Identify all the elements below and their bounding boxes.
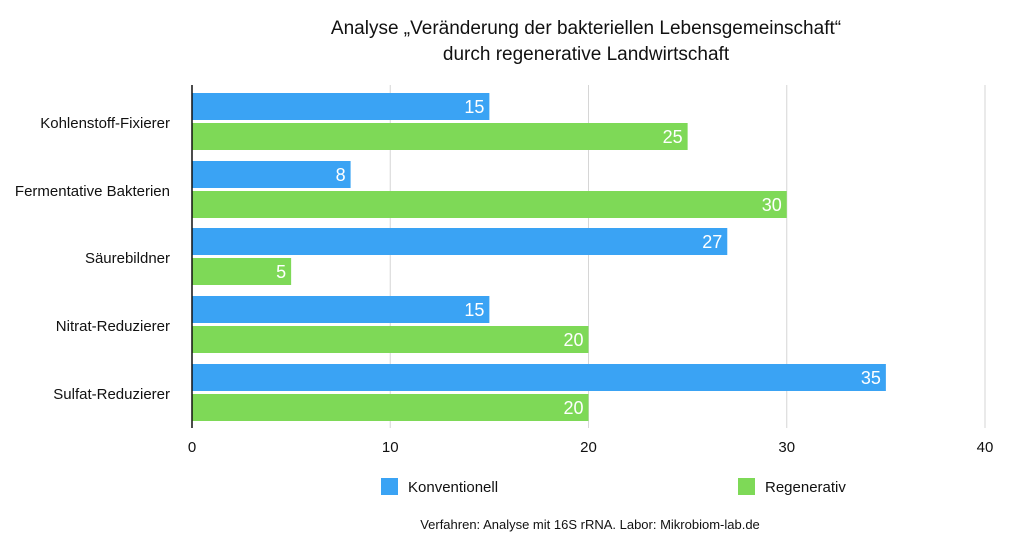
- bar-value-label-1-0: 25: [663, 127, 683, 147]
- bar-konventionell-4: [192, 364, 886, 391]
- bar-value-label-0-2: 27: [702, 232, 722, 252]
- bar-value-labels: 15 25 8 30 27 5 15 20 35 20: [276, 97, 881, 418]
- x-tick-label-40: 40: [977, 439, 994, 456]
- chart-title-line-1: Analyse „Veränderung der bakteriellen Le…: [331, 18, 841, 39]
- bar-konventionell-1: [192, 161, 351, 188]
- bar-regenerativ-4: [192, 394, 589, 421]
- x-tick-label-30: 30: [778, 439, 795, 456]
- chart-title-line-2: durch regenerative Landwirtschaft: [443, 44, 730, 65]
- category-label-4: Sulfat-Reduzierer: [53, 386, 170, 403]
- bar-konventionell-3: [192, 296, 490, 323]
- bar-value-label-0-0: 15: [464, 97, 484, 117]
- category-label-3: Nitrat-Reduzierer: [56, 318, 170, 335]
- bar-value-label-1-3: 20: [563, 330, 583, 350]
- x-tick-label-10: 10: [382, 439, 399, 456]
- bar-value-label-1-2: 5: [276, 262, 286, 282]
- bar-regenerativ-1: [192, 191, 787, 218]
- legend-swatch-1: [738, 478, 755, 495]
- bar-value-label-0-4: 35: [861, 368, 881, 388]
- bar-value-label-0-1: 8: [336, 165, 346, 185]
- x-tick-label-0: 0: [188, 439, 196, 456]
- legend-label-1: Regenerativ: [765, 479, 846, 496]
- bar-value-label-1-1: 30: [762, 195, 782, 215]
- bar-regenerativ-3: [192, 326, 589, 353]
- category-label-1: Fermentative Bakterien: [15, 183, 170, 200]
- category-label-2: Säurebildner: [85, 250, 170, 267]
- bar-regenerativ-2: [192, 258, 292, 285]
- bars: [192, 93, 886, 421]
- category-labels: Kohlenstoff-Fixierer Fermentative Bakteri…: [15, 115, 170, 403]
- bar-regenerativ-0: [192, 123, 688, 150]
- bar-value-label-0-3: 15: [464, 300, 484, 320]
- legend-label-0: Konventionell: [408, 479, 498, 496]
- x-tick-label-20: 20: [580, 439, 597, 456]
- bar-konventionell-2: [192, 228, 728, 255]
- category-label-0: Kohlenstoff-Fixierer: [40, 115, 170, 132]
- footnote: Verfahren: Analyse mit 16S rRNA. Labor: …: [420, 517, 760, 532]
- x-axis-tick-labels: 0 10 20 30 40: [188, 439, 994, 456]
- bar-konventionell-0: [192, 93, 490, 120]
- chart-title: Analyse „Veränderung der bakteriellen Le…: [331, 18, 841, 65]
- bar-value-label-1-4: 20: [563, 398, 583, 418]
- legend-swatch-0: [381, 478, 398, 495]
- legend: Konventionell Regenerativ: [381, 478, 846, 496]
